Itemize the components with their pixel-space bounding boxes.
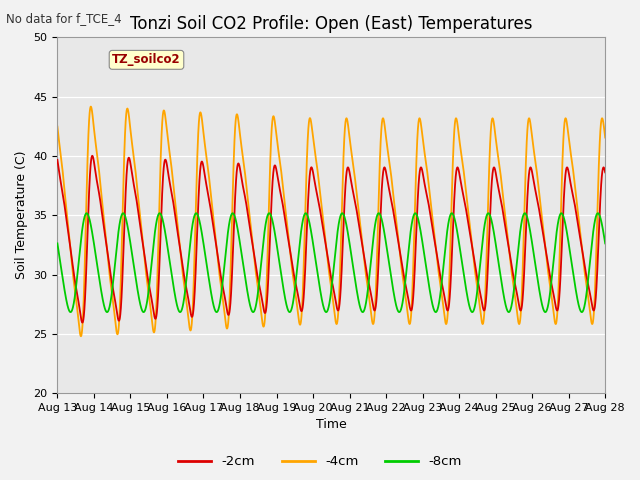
Title: Tonzi Soil CO2 Profile: Open (East) Temperatures: Tonzi Soil CO2 Profile: Open (East) Temp…: [130, 15, 532, 33]
X-axis label: Time: Time: [316, 419, 347, 432]
Y-axis label: Soil Temperature (C): Soil Temperature (C): [15, 151, 28, 279]
Text: TZ_soilco2: TZ_soilco2: [112, 53, 181, 66]
Legend: -2cm, -4cm, -8cm: -2cm, -4cm, -8cm: [173, 450, 467, 473]
Text: No data for f_TCE_4: No data for f_TCE_4: [6, 12, 122, 25]
